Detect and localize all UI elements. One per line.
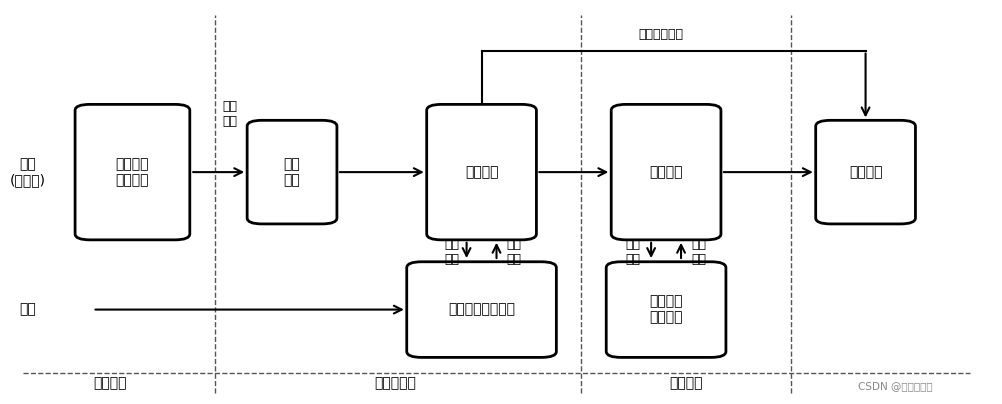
FancyBboxPatch shape [815, 120, 915, 224]
Text: 升级更新
任务设定: 升级更新 任务设定 [115, 157, 149, 187]
FancyBboxPatch shape [75, 104, 189, 240]
FancyBboxPatch shape [605, 262, 725, 358]
Text: 终端: 终端 [19, 303, 36, 317]
Text: 安装更新: 安装更新 [668, 376, 702, 390]
Text: 升级
结果: 升级 结果 [690, 238, 705, 266]
FancyBboxPatch shape [407, 262, 556, 358]
Text: 升级包下载及校验: 升级包下载及校验 [448, 303, 515, 317]
Text: 下载
结果: 下载 结果 [505, 238, 520, 266]
Text: 更新
触发: 更新 触发 [284, 157, 301, 187]
Text: CSDN @一见已难忘: CSDN @一见已难忘 [858, 381, 932, 391]
Text: 任务结束: 任务结束 [848, 165, 882, 179]
Text: 平台
(服务端): 平台 (服务端) [10, 157, 46, 187]
Text: 控制
下载: 控制 下载 [444, 238, 459, 266]
FancyBboxPatch shape [246, 120, 337, 224]
Text: 安装处理
容错处理: 安装处理 容错处理 [648, 295, 682, 325]
FancyBboxPatch shape [426, 104, 536, 240]
Text: 任务
启动: 任务 启动 [222, 100, 237, 128]
Text: 安装管理: 安装管理 [648, 165, 682, 179]
Text: 控制
升级: 控制 升级 [625, 238, 640, 266]
Text: 任务制定: 任务制定 [93, 376, 127, 390]
Text: 升级包下载: 升级包下载 [374, 376, 415, 390]
FancyBboxPatch shape [610, 104, 720, 240]
Text: 多次下载失败: 多次下载失败 [638, 28, 683, 41]
Text: 下载管理: 下载管理 [464, 165, 498, 179]
